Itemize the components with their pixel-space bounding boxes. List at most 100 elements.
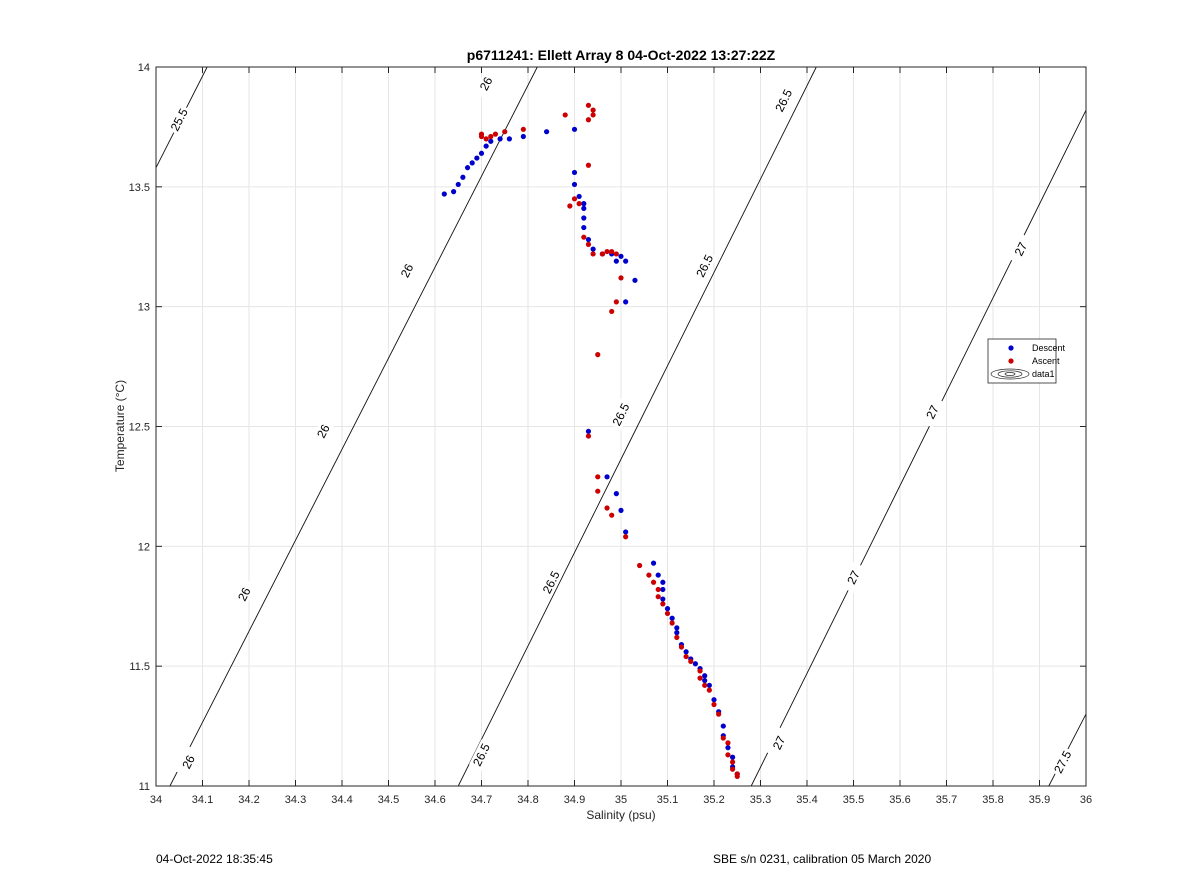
x-tick-label: 35.8 [982, 794, 1003, 806]
ascent-point [502, 129, 508, 135]
descent-point [464, 165, 471, 171]
contour-label-bg [771, 84, 797, 117]
ascent-point [702, 682, 708, 688]
contour-label-bg [310, 415, 337, 447]
contour-label-bg [166, 104, 192, 136]
descent-point [488, 138, 494, 144]
descent-point [581, 224, 587, 231]
legend-label-descent: Descent [1032, 343, 1066, 353]
contour-label: 26 [398, 261, 417, 280]
ascent-point [711, 701, 717, 708]
footer-calibration: SBE s/n 0231, calibration 05 March 2020 [713, 852, 932, 866]
ascent-point [581, 234, 587, 240]
legend-label-ascent: Ascent [1032, 356, 1060, 366]
x-tick-label: 34.2 [238, 794, 259, 806]
descent-point [720, 723, 726, 729]
descent-point [497, 136, 503, 142]
descent-point [623, 299, 629, 305]
x-tick-label: 34.6 [424, 794, 445, 806]
descent-point [590, 246, 596, 252]
descent-point [660, 579, 666, 585]
x-tick-label: 34.3 [285, 794, 306, 806]
contour-line-27 [750, 109, 1087, 787]
contour-label-bg [175, 746, 202, 778]
ascent-point [576, 201, 582, 207]
y-tick-label: 12.5 [129, 422, 150, 434]
contour-label: 26 [235, 585, 254, 604]
ascent-point [585, 117, 592, 123]
y-tick-label: 11.5 [129, 661, 150, 673]
contour-line-26.5 [457, 66, 817, 787]
descent-point [669, 615, 675, 621]
contour-label-bg [473, 68, 499, 100]
ascent-point [650, 579, 657, 585]
legend-marker-ascent [1008, 358, 1014, 364]
ascent-point [730, 759, 736, 765]
contour-label-bg [468, 739, 495, 771]
x-tick-label: 35.9 [1029, 794, 1050, 806]
descent-point [581, 201, 587, 207]
descent-point [623, 258, 629, 264]
ascent-point [595, 474, 601, 480]
density-contours: 25.5262626262626.526.526.526.526.5272727… [155, 66, 1087, 787]
descent-point [664, 606, 671, 612]
ascent-point [571, 196, 578, 202]
ascent-point [697, 668, 703, 674]
descent-point [706, 682, 712, 688]
descent-point [660, 596, 666, 602]
x-tick-label: 35.1 [657, 794, 678, 806]
descent-point [604, 474, 610, 480]
ascent-point [609, 308, 615, 315]
x-axis-label: Salinity (psu) [586, 808, 655, 822]
descent-point [585, 236, 592, 243]
ascent-point [734, 773, 740, 780]
x-tick-label: 36 [1080, 794, 1092, 806]
x-tick-label: 34 [150, 794, 162, 806]
x-tick-label: 35.3 [750, 794, 771, 806]
contour-label: 27 [844, 568, 863, 586]
descent-point [474, 155, 480, 161]
ascent-point [590, 112, 596, 118]
ascent-point [655, 586, 661, 593]
x-tick-label: 34.8 [517, 794, 538, 806]
descent-point [483, 143, 489, 149]
descent-point [674, 630, 680, 636]
x-tick-label: 34.9 [564, 794, 585, 806]
descent-point [623, 529, 629, 535]
ascent-point [688, 658, 694, 664]
ascent-point [720, 735, 726, 741]
contour-label-bg [1050, 746, 1076, 778]
descent-point [544, 129, 550, 135]
legend-label-data1: data1 [1032, 369, 1055, 379]
contour-label-bg [766, 727, 792, 759]
ascent-point [660, 601, 666, 607]
y-tick-label: 13.5 [129, 182, 150, 194]
ascent-point [562, 112, 568, 118]
ascent-point [646, 572, 652, 578]
ascent-point [590, 107, 596, 113]
descent-point [702, 677, 708, 684]
footer-timestamp: 04-Oct-2022 18:35:45 [156, 852, 273, 866]
ascent-point [613, 299, 619, 305]
legend-marker-descent [1008, 345, 1014, 351]
legend[interactable]: Descent Ascent data1 [987, 338, 1066, 384]
contour-label-bg [538, 566, 564, 598]
descent-point [451, 189, 457, 195]
ascent-point [669, 620, 675, 626]
descent-point [469, 160, 475, 166]
descent-point [692, 661, 699, 667]
ascent-point [655, 594, 661, 600]
ascent-point [725, 740, 731, 746]
ascent-point [585, 433, 592, 439]
ascent-point [604, 248, 610, 255]
legend-marker-contour-icon [990, 368, 1030, 380]
x-tick-label: 34.1 [192, 794, 213, 806]
ascent-point [599, 251, 606, 257]
descent-point [655, 572, 661, 578]
contour-label-bg [394, 255, 420, 287]
descent-point [441, 191, 447, 197]
ascent-point [595, 488, 601, 494]
ascent-point [585, 241, 592, 247]
ascent-point [567, 203, 573, 209]
